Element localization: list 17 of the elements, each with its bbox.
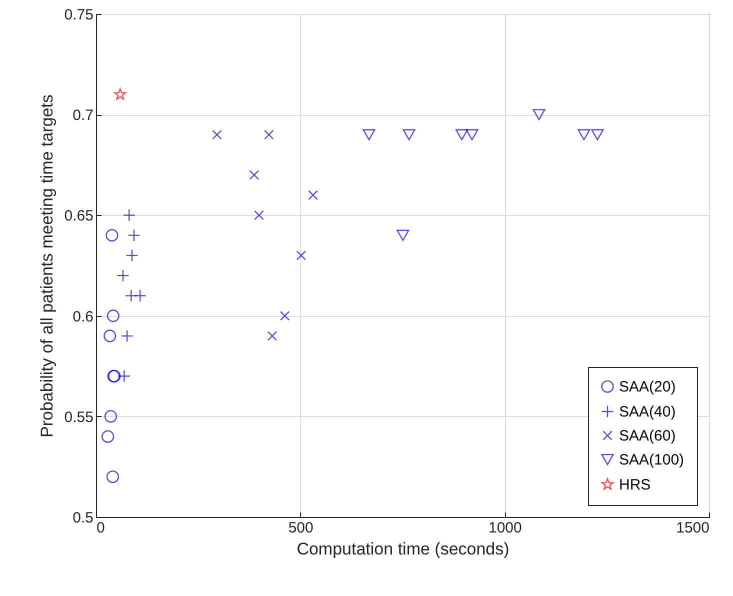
x-axis-title: Computation time (seconds)	[296, 540, 510, 558]
y-tick-label: 0.6	[72, 308, 94, 326]
legend-label: HRS	[619, 476, 651, 494]
y-tick-label: 0.65	[64, 208, 94, 225]
y-tick-label: 0.7	[72, 107, 94, 124]
x-tick-label: 500	[288, 520, 314, 536]
y-tick-label: 0.55	[64, 408, 94, 426]
legend-label: SAA(20)	[619, 378, 676, 396]
x-tick-label: 1500	[676, 520, 710, 536]
y-tick-label: 0.75	[64, 6, 94, 24]
y-tick-label: 0.5	[72, 510, 94, 526]
x-tick-label: 1000	[488, 520, 522, 536]
legend-label: SAA(40)	[619, 404, 676, 420]
x-tick-label: 0	[96, 520, 105, 536]
y-axis-title: Probability of all patients meeting time targets	[37, 94, 56, 438]
legend-label: SAA(60)	[619, 428, 676, 444]
legend-label: SAA(100)	[619, 452, 684, 468]
